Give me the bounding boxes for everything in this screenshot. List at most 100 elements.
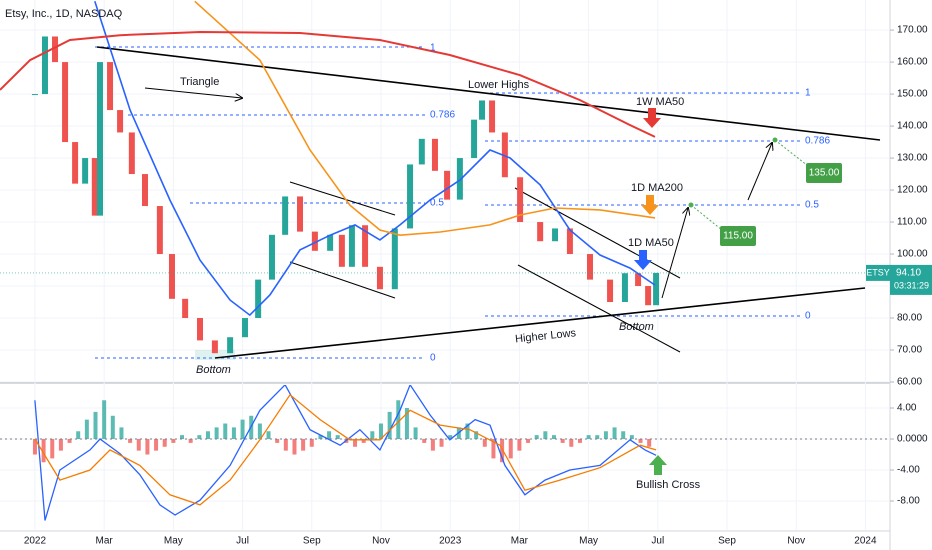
drawings bbox=[95, 46, 881, 475]
arrow-icon bbox=[649, 455, 667, 475]
histogram-bar bbox=[180, 435, 185, 440]
channel-line bbox=[289, 181, 396, 216]
histogram-bar bbox=[534, 435, 539, 440]
y-tick-label: 150.00 bbox=[897, 89, 928, 100]
histogram-bar bbox=[621, 431, 626, 440]
histogram-bar bbox=[491, 439, 496, 459]
trend-line bbox=[96, 46, 881, 141]
candle bbox=[566, 228, 573, 255]
histogram-bar bbox=[119, 427, 124, 440]
arrow bbox=[661, 208, 688, 299]
trend-line bbox=[214, 287, 866, 359]
candle bbox=[182, 298, 189, 319]
y-tick-label: 130.00 bbox=[897, 153, 928, 164]
x-tick-label: Mar bbox=[511, 536, 529, 547]
histogram-bar bbox=[67, 439, 72, 443]
indicator-line bbox=[34, 385, 657, 521]
candle bbox=[282, 196, 289, 235]
annotation: Bottom bbox=[619, 321, 654, 333]
candle bbox=[489, 100, 496, 133]
indicator-line bbox=[94, 1, 656, 317]
annotation: Bottom bbox=[196, 364, 231, 376]
macd-pane bbox=[0, 385, 890, 521]
fib-label: 0.786 bbox=[430, 110, 455, 121]
histogram-bar bbox=[482, 439, 487, 447]
candle bbox=[479, 100, 486, 120]
candle bbox=[268, 234, 275, 280]
x-tick-label: May bbox=[164, 536, 183, 547]
histogram-bar bbox=[171, 439, 176, 443]
y-tick-label: 4.00 bbox=[897, 403, 917, 414]
candle bbox=[82, 158, 89, 184]
candle bbox=[376, 266, 383, 290]
histogram-bar bbox=[430, 439, 435, 451]
y-tick-label: 140.00 bbox=[897, 121, 928, 132]
candle bbox=[211, 340, 218, 354]
histogram-bar bbox=[335, 435, 340, 440]
candle bbox=[348, 225, 355, 267]
candle bbox=[391, 228, 398, 290]
histogram-bar bbox=[526, 439, 531, 443]
x-tick-label: Nov bbox=[787, 536, 805, 547]
candle bbox=[141, 174, 148, 207]
histogram-bar bbox=[413, 427, 418, 440]
histogram-bar bbox=[595, 435, 600, 440]
candle bbox=[517, 177, 524, 223]
arrow-icon bbox=[641, 195, 659, 215]
histogram-bar bbox=[128, 439, 133, 443]
candle bbox=[91, 158, 98, 216]
price-tag bbox=[890, 264, 932, 295]
connector bbox=[690, 204, 723, 231]
candle bbox=[197, 318, 204, 341]
candle bbox=[635, 273, 642, 287]
histogram-bar bbox=[154, 439, 159, 451]
x-tick-label: Jul bbox=[236, 536, 249, 547]
histogram-bar bbox=[448, 435, 453, 440]
histogram-bar bbox=[465, 423, 470, 440]
histogram-bar bbox=[41, 439, 46, 463]
y-tick-label: 80.00 bbox=[897, 313, 922, 324]
histogram-bar bbox=[283, 439, 288, 451]
histogram-bar bbox=[76, 431, 81, 440]
histogram-bar bbox=[508, 439, 513, 459]
histogram-bar bbox=[214, 427, 219, 440]
x-tick-label: 2023 bbox=[439, 536, 462, 547]
candle bbox=[52, 36, 59, 63]
candle bbox=[311, 231, 318, 251]
x-tick-label: Jul bbox=[651, 536, 664, 547]
histogram-bar bbox=[223, 423, 228, 440]
arrow bbox=[747, 143, 772, 201]
y-tick-label: 120.00 bbox=[897, 185, 928, 196]
price-label: 94.10 bbox=[896, 268, 921, 279]
x-tick-label: Sep bbox=[303, 536, 321, 547]
y-tick-label: 100.00 bbox=[897, 249, 928, 260]
channel-line bbox=[289, 261, 396, 299]
histogram-bar bbox=[577, 439, 582, 443]
histogram-bar bbox=[318, 435, 323, 440]
candle bbox=[327, 234, 334, 251]
candle bbox=[645, 286, 652, 306]
candle bbox=[31, 94, 38, 96]
fib-label: 1 bbox=[430, 43, 436, 54]
histogram-bar bbox=[396, 400, 401, 440]
countdown-label: 03:31:29 bbox=[894, 280, 929, 290]
indicator-line bbox=[0, 30, 656, 138]
arrow-icon bbox=[634, 250, 652, 270]
fib-label: 0 bbox=[430, 353, 436, 364]
annotation: Triangle bbox=[180, 76, 219, 88]
candle bbox=[72, 142, 79, 184]
symbol-tag bbox=[866, 264, 890, 281]
candle bbox=[471, 119, 478, 159]
histogram-bar bbox=[102, 400, 107, 440]
fib-label: 1 bbox=[805, 88, 811, 99]
histogram-bar bbox=[422, 439, 427, 443]
histogram-bar bbox=[439, 439, 444, 447]
histogram-bar bbox=[93, 411, 98, 440]
histogram-bar bbox=[231, 427, 236, 440]
histogram-bar bbox=[361, 439, 366, 443]
histogram-bar bbox=[240, 419, 245, 440]
x-tick-label: May bbox=[579, 536, 598, 547]
annotation: Bullish Cross bbox=[636, 479, 701, 491]
candle bbox=[501, 132, 508, 178]
histogram-bar bbox=[275, 439, 280, 443]
